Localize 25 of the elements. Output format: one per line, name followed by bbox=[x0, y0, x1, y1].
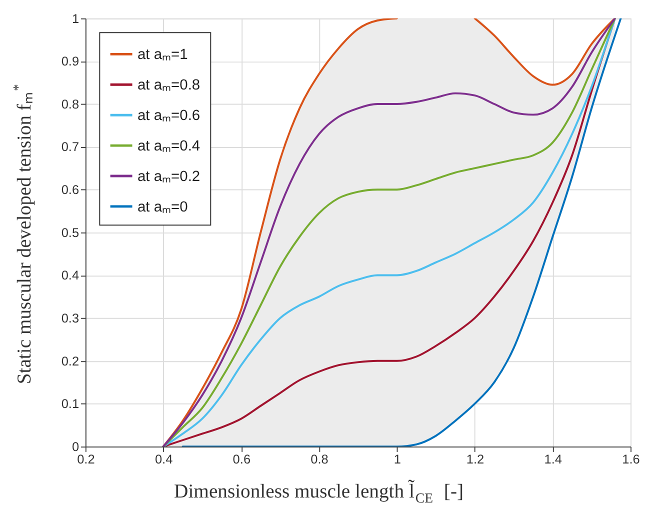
x-tick-label: 1.4 bbox=[544, 452, 562, 467]
y-tick-label: 0.9 bbox=[61, 54, 80, 69]
y-tick-label: 0.3 bbox=[61, 310, 80, 326]
y-tick-label: 0.4 bbox=[61, 268, 80, 283]
y-tick-label: 0.7 bbox=[61, 139, 80, 154]
x-tick-label: 1 bbox=[394, 452, 401, 467]
y-tick-label: 0.5 bbox=[61, 224, 80, 240]
legend-label: at aₘ=1 bbox=[137, 47, 188, 64]
y-tick-label: 0.2 bbox=[61, 353, 80, 368]
x-tick-label: 0.6 bbox=[232, 452, 251, 467]
x-tick-label: 0.4 bbox=[154, 452, 173, 467]
legend-label: at aₘ=0.2 bbox=[137, 168, 200, 185]
legend-label: at aₘ=0.6 bbox=[137, 108, 200, 124]
legend-label: at aₘ=0.4 bbox=[137, 138, 200, 154]
legend-label: at aₘ=0 bbox=[137, 199, 188, 216]
y-tick-label: 0.8 bbox=[61, 96, 80, 112]
y-tick-label: 0.6 bbox=[61, 182, 80, 198]
x-tick-label: 0.8 bbox=[310, 452, 328, 467]
x-tick-label: 1.2 bbox=[466, 452, 484, 467]
y-axis-title: Static muscular developed tension fₘ* bbox=[10, 84, 36, 384]
legend-label: at aₘ=0.8 bbox=[137, 78, 200, 94]
y-tick-label: 1 bbox=[72, 10, 80, 26]
y-tick-label: 0.1 bbox=[61, 396, 80, 412]
y-tick-label: 0 bbox=[72, 438, 80, 454]
x-tick-label: 1.6 bbox=[622, 452, 640, 467]
